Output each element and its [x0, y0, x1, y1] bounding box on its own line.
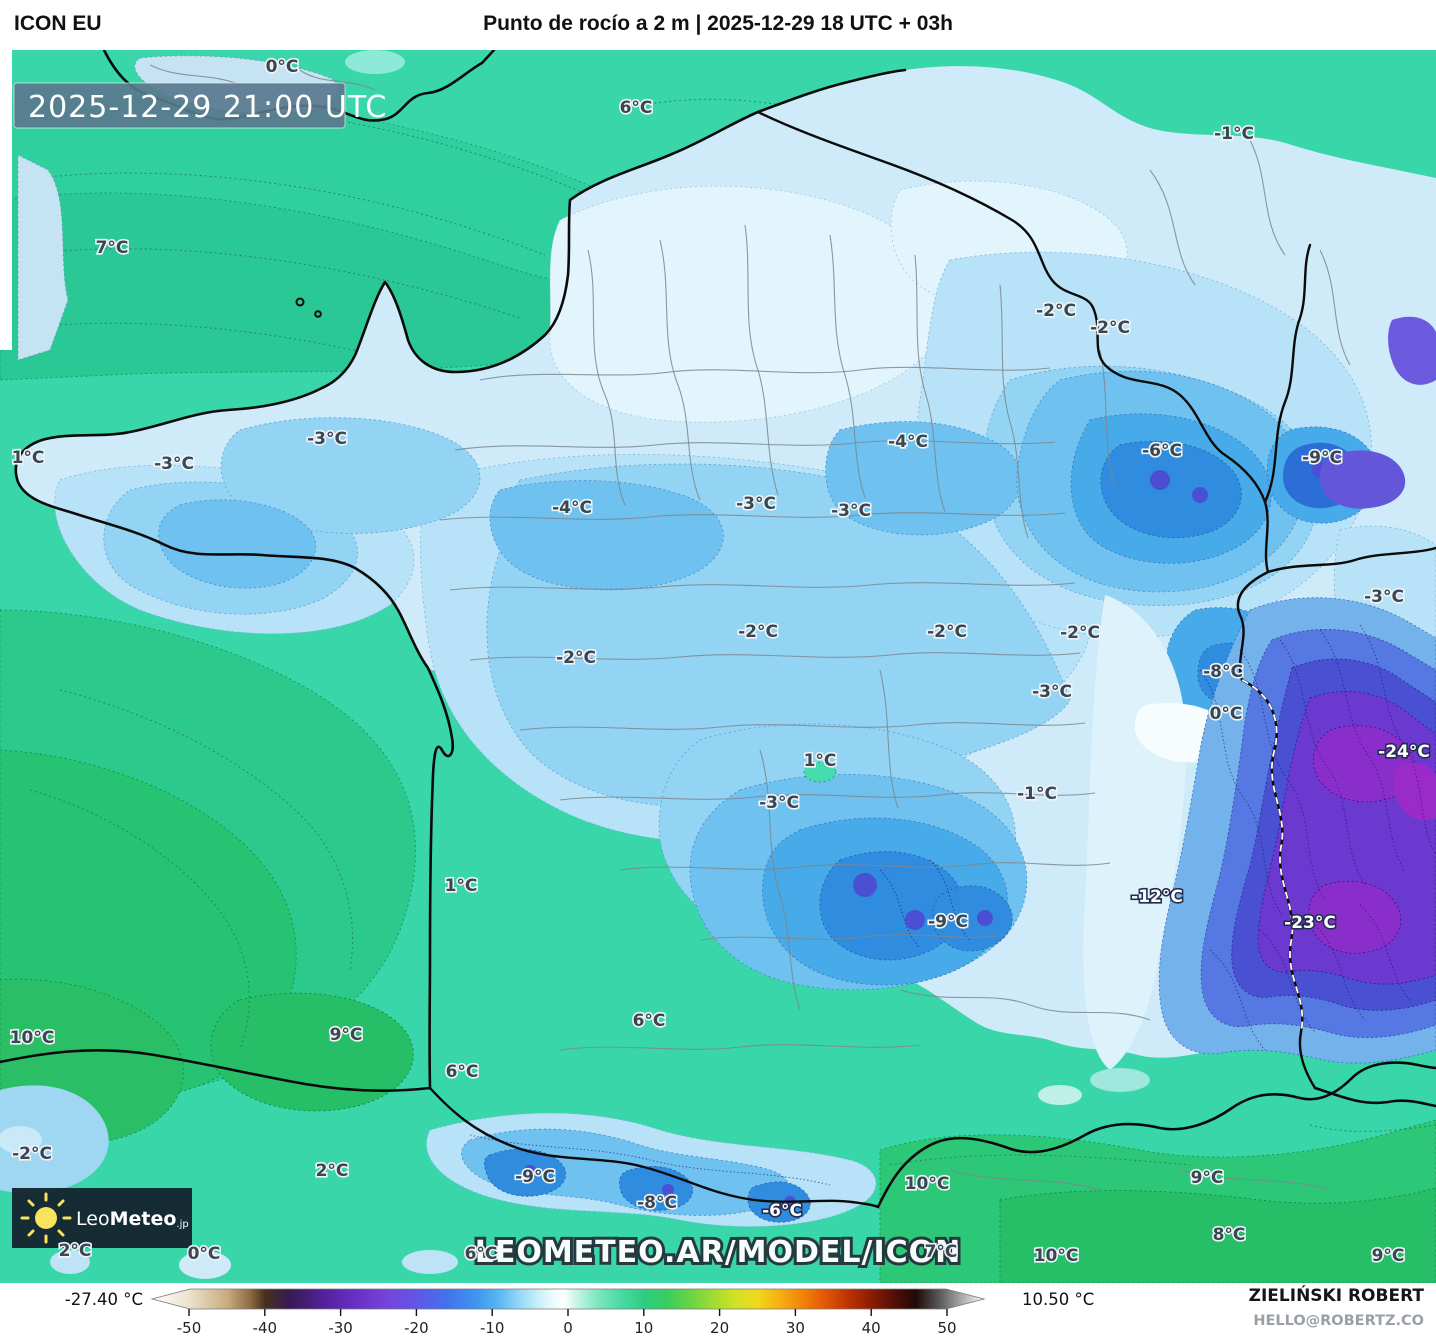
temp-label: -23°C	[1284, 913, 1336, 933]
temp-label: -6°C	[762, 1201, 802, 1221]
temp-label: -3°C	[1032, 682, 1072, 702]
temp-label: 9°C	[1191, 1168, 1224, 1188]
map-area: 2025-12-29 21:00 UTC LEOMETEO.AR/MODEL/I…	[0, 48, 1436, 1284]
temp-label: 1°C	[445, 876, 478, 896]
temp-label: -2°C	[738, 622, 778, 642]
domain-edge	[0, 50, 12, 350]
temp-label: 1°C	[12, 448, 45, 468]
scale-tick-label: 0	[563, 1319, 573, 1337]
temp-label: -2°C	[927, 622, 967, 642]
temp-label: -3°C	[736, 494, 776, 514]
coastline	[0, 48, 1436, 1209]
misc-patches	[0, 50, 1150, 1279]
sun-icon	[20, 1192, 72, 1244]
temp-label: 2°C	[59, 1241, 92, 1261]
scale-tick-label: -50	[177, 1319, 202, 1337]
scale-ticks: -50 -40 -30 -20 -10 0 10 20 30 40 50	[177, 1309, 957, 1337]
temp-label: -6°C	[1142, 441, 1182, 461]
model-name: ICON EU	[14, 12, 102, 35]
temp-label: -2°C	[12, 1144, 52, 1164]
temp-label: -2°C	[1060, 623, 1100, 643]
temp-label: -2°C	[1090, 318, 1130, 338]
watermark-text: LEOMETEO.AR/MODEL/ICON	[475, 1235, 962, 1270]
temp-label: 10°C	[905, 1174, 950, 1194]
temp-label: -3°C	[154, 454, 194, 474]
temp-label: -4°C	[888, 432, 928, 452]
scale-tick-label: 10	[634, 1319, 653, 1337]
header-bar: ICON EU Punto de rocío a 2 m | 2025-12-2…	[0, 0, 1436, 50]
scale-tick-label: -20	[404, 1319, 429, 1337]
timestamp-text: 2025-12-29 21:00 UTC	[28, 90, 387, 125]
timestamp-box: 2025-12-29 21:00 UTC	[13, 82, 387, 129]
temp-label: -1°C	[1214, 124, 1254, 144]
alps-region	[879, 316, 1436, 1064]
temp-labels: 0°C 6°C -1°C 7°C -2°C -2°C 1°C -3°C -3°C -4°C -6°C…	[8, 55, 1431, 1267]
temp-label: -8°C	[637, 1193, 677, 1213]
scale-tick-label: 40	[862, 1319, 881, 1337]
temp-label: -2°C	[556, 648, 596, 668]
credit-name: ZIELIŃSKI ROBERT	[1249, 1284, 1425, 1306]
scale-max-label: 10.50 °C	[1022, 1290, 1094, 1309]
scale-min-label: -27.40 °C	[65, 1290, 143, 1309]
scale-tick-label: 30	[786, 1319, 805, 1337]
temp-label: 10°C	[10, 1028, 55, 1048]
temp-label: -3°C	[831, 501, 871, 521]
temp-label: -9°C	[515, 1167, 555, 1187]
temp-label: 2°C	[316, 1161, 349, 1181]
scale-tick-label: -40	[253, 1319, 278, 1337]
temp-label: 6°C	[465, 1244, 498, 1264]
scale-tick-label: -30	[328, 1319, 353, 1337]
temp-label: -24°C	[1378, 742, 1430, 762]
scale-area: -50 -40 -30 -20 -10 0 10 20 30 40 50 -27.40 °C 10.…	[0, 1283, 1436, 1338]
temp-label: 0°C	[188, 1244, 221, 1264]
temp-label: -9°C	[928, 912, 968, 932]
temp-label: 7°C	[925, 1242, 958, 1262]
department-borders	[149, 64, 1351, 1191]
temp-label: -2°C	[1036, 301, 1076, 321]
temp-label: 6°C	[446, 1062, 479, 1082]
logo-text: LeoMeteo.jp	[76, 1208, 189, 1230]
temp-label: 9°C	[1372, 1246, 1405, 1266]
scale-gradient-bar	[152, 1289, 984, 1309]
temp-label: 0°C	[266, 57, 299, 77]
scale-bar: -50 -40 -30 -20 -10 0 10 20 30 40 50 -27.40 °C 10.…	[65, 1284, 1425, 1337]
temp-label: -3°C	[1364, 587, 1404, 607]
scale-tick-label: 20	[710, 1319, 729, 1337]
temp-label: 6°C	[620, 98, 653, 118]
temp-label: -3°C	[759, 793, 799, 813]
temp-label: -4°C	[552, 498, 592, 518]
temp-label: -1°C	[1017, 784, 1057, 804]
temp-label: 10°C	[1034, 1246, 1079, 1266]
credit-email: HELLO@ROBERTZ.CO	[1253, 1313, 1424, 1329]
temp-label: 7°C	[96, 238, 129, 258]
temp-label: -9°C	[1302, 448, 1342, 468]
scale-tick-label: 50	[937, 1319, 956, 1337]
temp-label: 1°C	[804, 751, 837, 771]
temp-label: 9°C	[330, 1025, 363, 1045]
temp-label: 6°C	[633, 1011, 666, 1031]
map-title: Punto de rocío a 2 m | 2025-12-29 18 UTC…	[483, 12, 953, 35]
scale-tick-label: -10	[480, 1319, 505, 1337]
temp-label: -3°C	[307, 429, 347, 449]
temp-label: 0°C	[1210, 704, 1243, 724]
logo: LeoMeteo.jp	[12, 1188, 192, 1248]
temp-label: -12°C	[1131, 887, 1183, 907]
temp-label: -8°C	[1203, 662, 1243, 682]
temp-label: 8°C	[1213, 1225, 1246, 1245]
weather-map: 2025-12-29 21:00 UTC LEOMETEO.AR/MODEL/I…	[0, 48, 1436, 1284]
